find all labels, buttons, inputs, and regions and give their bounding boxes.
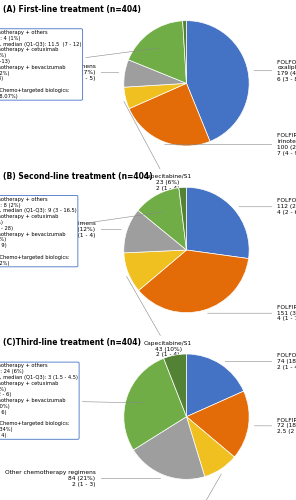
Wedge shape [186,354,244,416]
Text: Chemotherapy + others
N (%): 8 (2%)
Cycle, median (Q1-Q3): 9 (3 - 16.5)
Chemothe: Chemotherapy + others N (%): 8 (2%) Cycl… [0,196,163,266]
Text: FOLFIRI and other irinotecan-based
151 (37%)
4 (1 - 7): FOLFIRI and other irinotecan-based 151 (… [207,305,296,322]
Wedge shape [164,354,186,416]
Text: Other chemotherapy regimens
29 (7%)
3 (1 - 5): Other chemotherapy regimens 29 (7%) 3 (1… [5,64,119,81]
Wedge shape [124,358,186,450]
Text: Capecitabine/S1
23 (6%)
2 (1 - 4): Capecitabine/S1 23 (6%) 2 (1 - 4) [124,102,191,191]
Wedge shape [179,188,186,250]
Wedge shape [124,210,186,253]
Text: (A) First-line treatment (n=404): (A) First-line treatment (n=404) [3,5,141,14]
Text: Other chemotherapy regimens
48 (12%)
2 (1 - 4): Other chemotherapy regimens 48 (12%) 2 (… [5,221,121,238]
Text: FOLFOX and other oxaliplatin-based
112 (28%)
4 (2 - 6.5): FOLFOX and other oxaliplatin-based 112 (… [239,198,296,215]
Wedge shape [183,20,186,84]
Text: FOLFIRI and other irinotecan-based
72 (18%)
2.5 (2 - 4.5): FOLFIRI and other irinotecan-based 72 (1… [255,418,296,434]
Wedge shape [124,84,186,108]
Text: FOLFOX and other oxaliplatin-based
74 (18%)
2 (1 - 4): FOLFOX and other oxaliplatin-based 74 (1… [225,353,296,370]
Text: Capecitabine/S1
43 (10%)
2 (1 - 4): Capecitabine/S1 43 (10%) 2 (1 - 4) [127,276,192,357]
Text: Other chemotherapy regimens
84 (21%)
2 (1 - 3): Other chemotherapy regimens 84 (21%) 2 (… [5,470,161,486]
Text: Capecitabine/S1
37 (9%)
1 (1 - 3): Capecitabine/S1 37 (9%) 1 (1 - 3) [173,474,221,500]
Wedge shape [133,416,205,480]
Wedge shape [186,391,249,457]
Text: Chemotherapy + others
N (%): 4 (1%)
Cycle, median (Q1-Q3): 11.5  (7 - 12)
Chemot: Chemotherapy + others N (%): 4 (1%) Cycl… [0,30,158,99]
Wedge shape [128,21,186,84]
Text: Chemotherapy + others
N (%): 24 (6%)
Cycle, median (Q1-Q3): 3 (1.5 - 4.5)
Chemot: Chemotherapy + others N (%): 24 (6%) Cyc… [0,364,142,438]
Wedge shape [139,250,249,312]
Text: FOLFIRI and other
irinotecan-based
100 (25%)
7 (4 - 9.5): FOLFIRI and other irinotecan-based 100 (… [165,133,296,156]
Wedge shape [186,188,249,258]
Text: FOLFOX and other
oxaliplatin-based
179 (44%)
6 (3 - 8): FOLFOX and other oxaliplatin-based 179 (… [254,60,296,82]
Wedge shape [124,250,186,290]
Wedge shape [186,416,234,476]
Wedge shape [138,188,186,250]
Text: (B) Second-line treatment (n=404): (B) Second-line treatment (n=404) [3,172,152,180]
Text: (C)Third-line treatment (n=404): (C)Third-line treatment (n=404) [3,338,141,347]
Wedge shape [186,20,249,142]
Wedge shape [129,84,210,146]
Wedge shape [124,60,186,87]
